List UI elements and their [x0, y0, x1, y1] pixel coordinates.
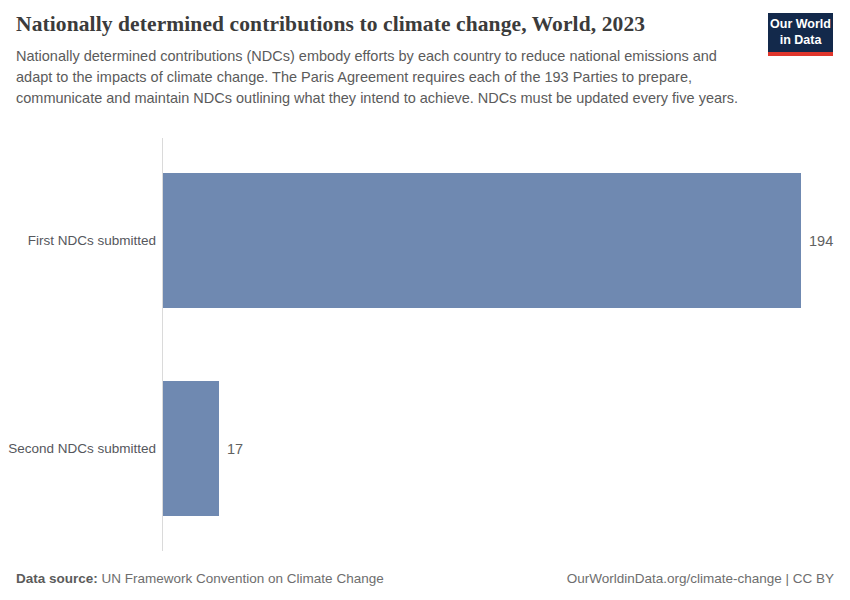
bar[interactable]	[163, 173, 801, 308]
data-source-value: UN Framework Convention on Climate Chang…	[102, 571, 384, 586]
bar-chart: First NDCs submitted 194 Second NDCs submi…	[0, 138, 850, 551]
chart-subtitle: Nationally determined contributions (NDC…	[16, 46, 748, 109]
owid-logo-line2: in Data	[780, 33, 822, 48]
chart-footer: Data source: UN Framework Convention on …	[16, 571, 834, 586]
bar-row: Second NDCs submitted 17	[0, 381, 850, 516]
bar[interactable]	[163, 381, 219, 516]
bar-category-label: First NDCs submitted	[0, 233, 163, 248]
bar-rows: First NDCs submitted 194 Second NDCs submi…	[0, 173, 850, 516]
chart-header: Nationally determined contributions to c…	[16, 12, 834, 109]
bar-row: First NDCs submitted 194	[0, 173, 850, 308]
attribution: OurWorldinData.org/climate-change | CC B…	[567, 571, 834, 586]
bar-value-label: 17	[227, 441, 243, 457]
data-source-label: Data source:	[16, 571, 98, 586]
owid-logo: Our World in Data	[768, 13, 833, 56]
bar-category-label: Second NDCs submitted	[0, 441, 163, 456]
owid-logo-line1: Our World	[770, 17, 831, 32]
data-source: Data source: UN Framework Convention on …	[16, 571, 384, 586]
bar-value-label: 194	[809, 233, 833, 249]
chart-title: Nationally determined contributions to c…	[16, 12, 834, 37]
